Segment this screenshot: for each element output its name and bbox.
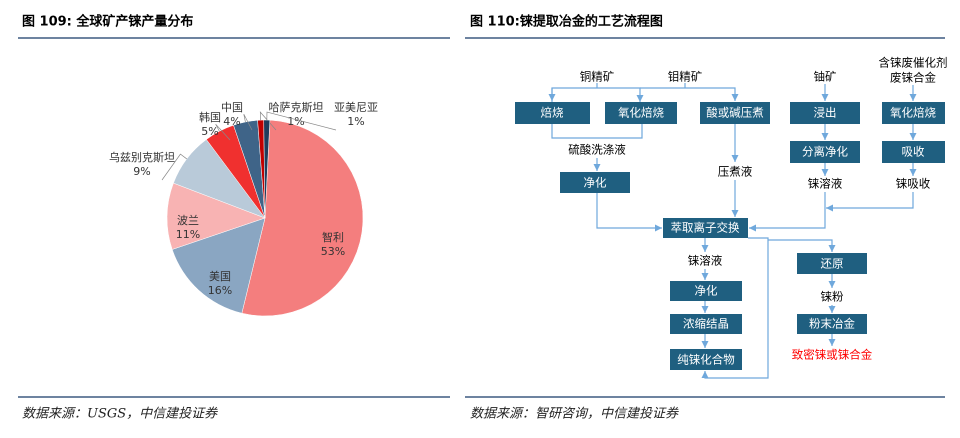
box-label: 吸收: [902, 145, 925, 159]
leader-line: [243, 113, 253, 131]
pie-slice: [166, 182, 266, 250]
slice-label: 哈萨克斯坦: [269, 100, 324, 114]
process-box: 纯铼化合物: [670, 349, 742, 370]
leader-line: [215, 123, 231, 141]
box-label: 还原: [821, 257, 844, 271]
input-label: 铀矿: [814, 70, 837, 84]
slice-label: 韩国: [199, 110, 221, 124]
product-label: 致密铼或铼合金: [792, 348, 873, 362]
slice-label: 美国: [209, 270, 231, 283]
leader-line: [259, 111, 277, 131]
flow-label: 铼粉: [821, 290, 844, 304]
process-box: 酸或碱压煮: [700, 102, 770, 124]
process-box: 浸出: [790, 102, 860, 124]
box-label: 萃取离子交换: [671, 221, 740, 235]
input-label: 废铼合金: [890, 71, 936, 85]
flow-label: 压煮液: [718, 165, 753, 179]
pie-slice: [241, 119, 364, 317]
slice-label: 乌兹别克斯坦: [109, 150, 175, 164]
slice-value: 4%: [223, 115, 240, 128]
source: 数据来源：智研咨询，中信建投证券: [470, 407, 679, 422]
figure-title: 图 110:铼提取冶金的工艺流程图: [470, 14, 663, 30]
slice-value: 16%: [208, 284, 232, 297]
slice-value: 53%: [321, 245, 345, 258]
source: 数据来源：USGS，中信建投证券: [22, 407, 218, 422]
flow-label: 铼溶液: [808, 177, 843, 191]
flow-label: 硫酸洗涤液: [568, 143, 626, 157]
figure-title: 图 109: 全球矿产铼产量分布: [22, 14, 193, 30]
slice-value: 1%: [347, 115, 364, 128]
process-box: 净化: [670, 281, 742, 301]
box-label: 浓缩结晶: [683, 317, 729, 331]
input-label: 铜精矿: [580, 70, 615, 84]
slice-value: 9%: [133, 165, 150, 178]
box-label: 净化: [584, 176, 607, 190]
connectors: [548, 83, 917, 379]
box-label: 粉末冶金: [809, 317, 855, 331]
slice-label: 中国: [221, 101, 243, 114]
process-box: 净化: [560, 172, 630, 193]
slice-label: 波兰: [177, 214, 199, 227]
process-box: 焙烧: [515, 102, 590, 124]
process-box: 分离净化: [790, 141, 860, 163]
process-box: 萃取离子交换: [663, 218, 748, 238]
leader-line: [266, 111, 337, 131]
slice-label: 亚美尼亚: [334, 101, 378, 114]
box-label: 氧化焙烧: [618, 106, 664, 120]
flow-diagram: 铜精矿 钼精矿 铀矿 含铼废催化剂 废铼合金 焙烧 氧化焙烧 酸或碱压煮 浸出 …: [515, 56, 948, 379]
box-label: 浸出: [814, 106, 837, 120]
process-box: 氧化焙烧: [882, 102, 945, 124]
box-label: 净化: [695, 284, 718, 298]
box-label: 焙烧: [541, 106, 564, 120]
box-label: 酸或碱压煮: [706, 106, 764, 120]
process-box: 还原: [797, 253, 867, 274]
flow-label: 铼吸收: [896, 177, 931, 191]
box-label: 氧化焙烧: [890, 106, 936, 120]
box-label: 分离净化: [802, 145, 848, 159]
input-label: 钼精矿: [668, 70, 703, 84]
flow-label: 铼溶液: [688, 254, 723, 268]
input-label: 含铼废催化剂: [879, 56, 948, 70]
slice-value: 5%: [201, 125, 218, 138]
process-box: 浓缩结晶: [670, 314, 742, 334]
process-box: 氧化焙烧: [605, 102, 677, 124]
box-label: 纯铼化合物: [677, 353, 735, 367]
leader-line: [161, 153, 188, 181]
process-box: 粉末冶金: [797, 314, 867, 334]
slice-value: 11%: [176, 228, 200, 241]
process-box: 吸收: [882, 141, 945, 163]
slice-label: 智利: [322, 230, 344, 244]
